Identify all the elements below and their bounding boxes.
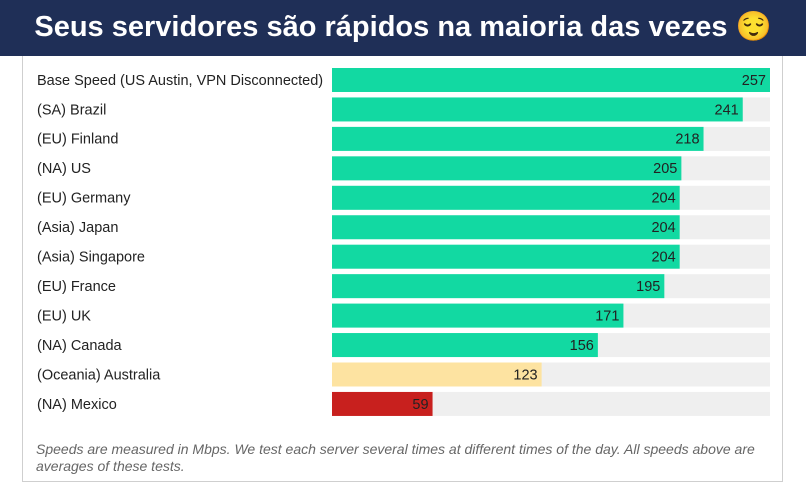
category-label: (NA) Mexico <box>37 397 117 413</box>
value-label: 204 <box>651 191 675 207</box>
category-label: (Asia) Japan <box>37 220 118 236</box>
category-label: (NA) US <box>37 161 91 177</box>
bar <box>332 126 704 151</box>
value-label: 59 <box>412 397 428 413</box>
value-label: 171 <box>595 308 619 324</box>
bar <box>332 391 433 416</box>
footnote: Speeds are measured in Mbps. We test eac… <box>36 441 755 474</box>
value-label: 204 <box>651 250 675 266</box>
category-label: (NA) Canada <box>37 338 123 354</box>
bar <box>332 97 743 122</box>
bar <box>332 185 680 210</box>
value-label: 205 <box>653 161 677 177</box>
bar <box>332 303 624 328</box>
bar <box>332 362 542 387</box>
category-label: (Oceania) Australia <box>37 367 161 383</box>
category-label: (EU) UK <box>37 308 91 324</box>
bar <box>332 274 665 299</box>
bar <box>332 215 680 240</box>
bar <box>332 68 770 92</box>
category-label: (EU) Germany <box>37 191 131 207</box>
category-label: (SA) Brazil <box>37 102 106 118</box>
bar <box>332 156 682 181</box>
banner <box>0 0 806 56</box>
value-label: 156 <box>570 338 594 354</box>
category-label: (EU) France <box>37 279 116 295</box>
value-label: 123 <box>513 367 537 383</box>
bar <box>332 333 598 358</box>
value-label: 241 <box>715 102 739 118</box>
value-label: 257 <box>742 73 766 89</box>
value-label: 218 <box>675 132 699 148</box>
chart-frame <box>22 56 783 482</box>
value-label: 195 <box>636 279 660 295</box>
value-label: 204 <box>651 220 675 236</box>
chart-title: Seus servidores são rápidos na maioria d… <box>34 11 772 43</box>
bar <box>332 244 680 269</box>
category-label: (EU) Finland <box>37 132 118 148</box>
category-label: (Asia) Singapore <box>37 250 145 266</box>
category-label: Base Speed (US Austin, VPN Disconnected) <box>37 73 323 89</box>
